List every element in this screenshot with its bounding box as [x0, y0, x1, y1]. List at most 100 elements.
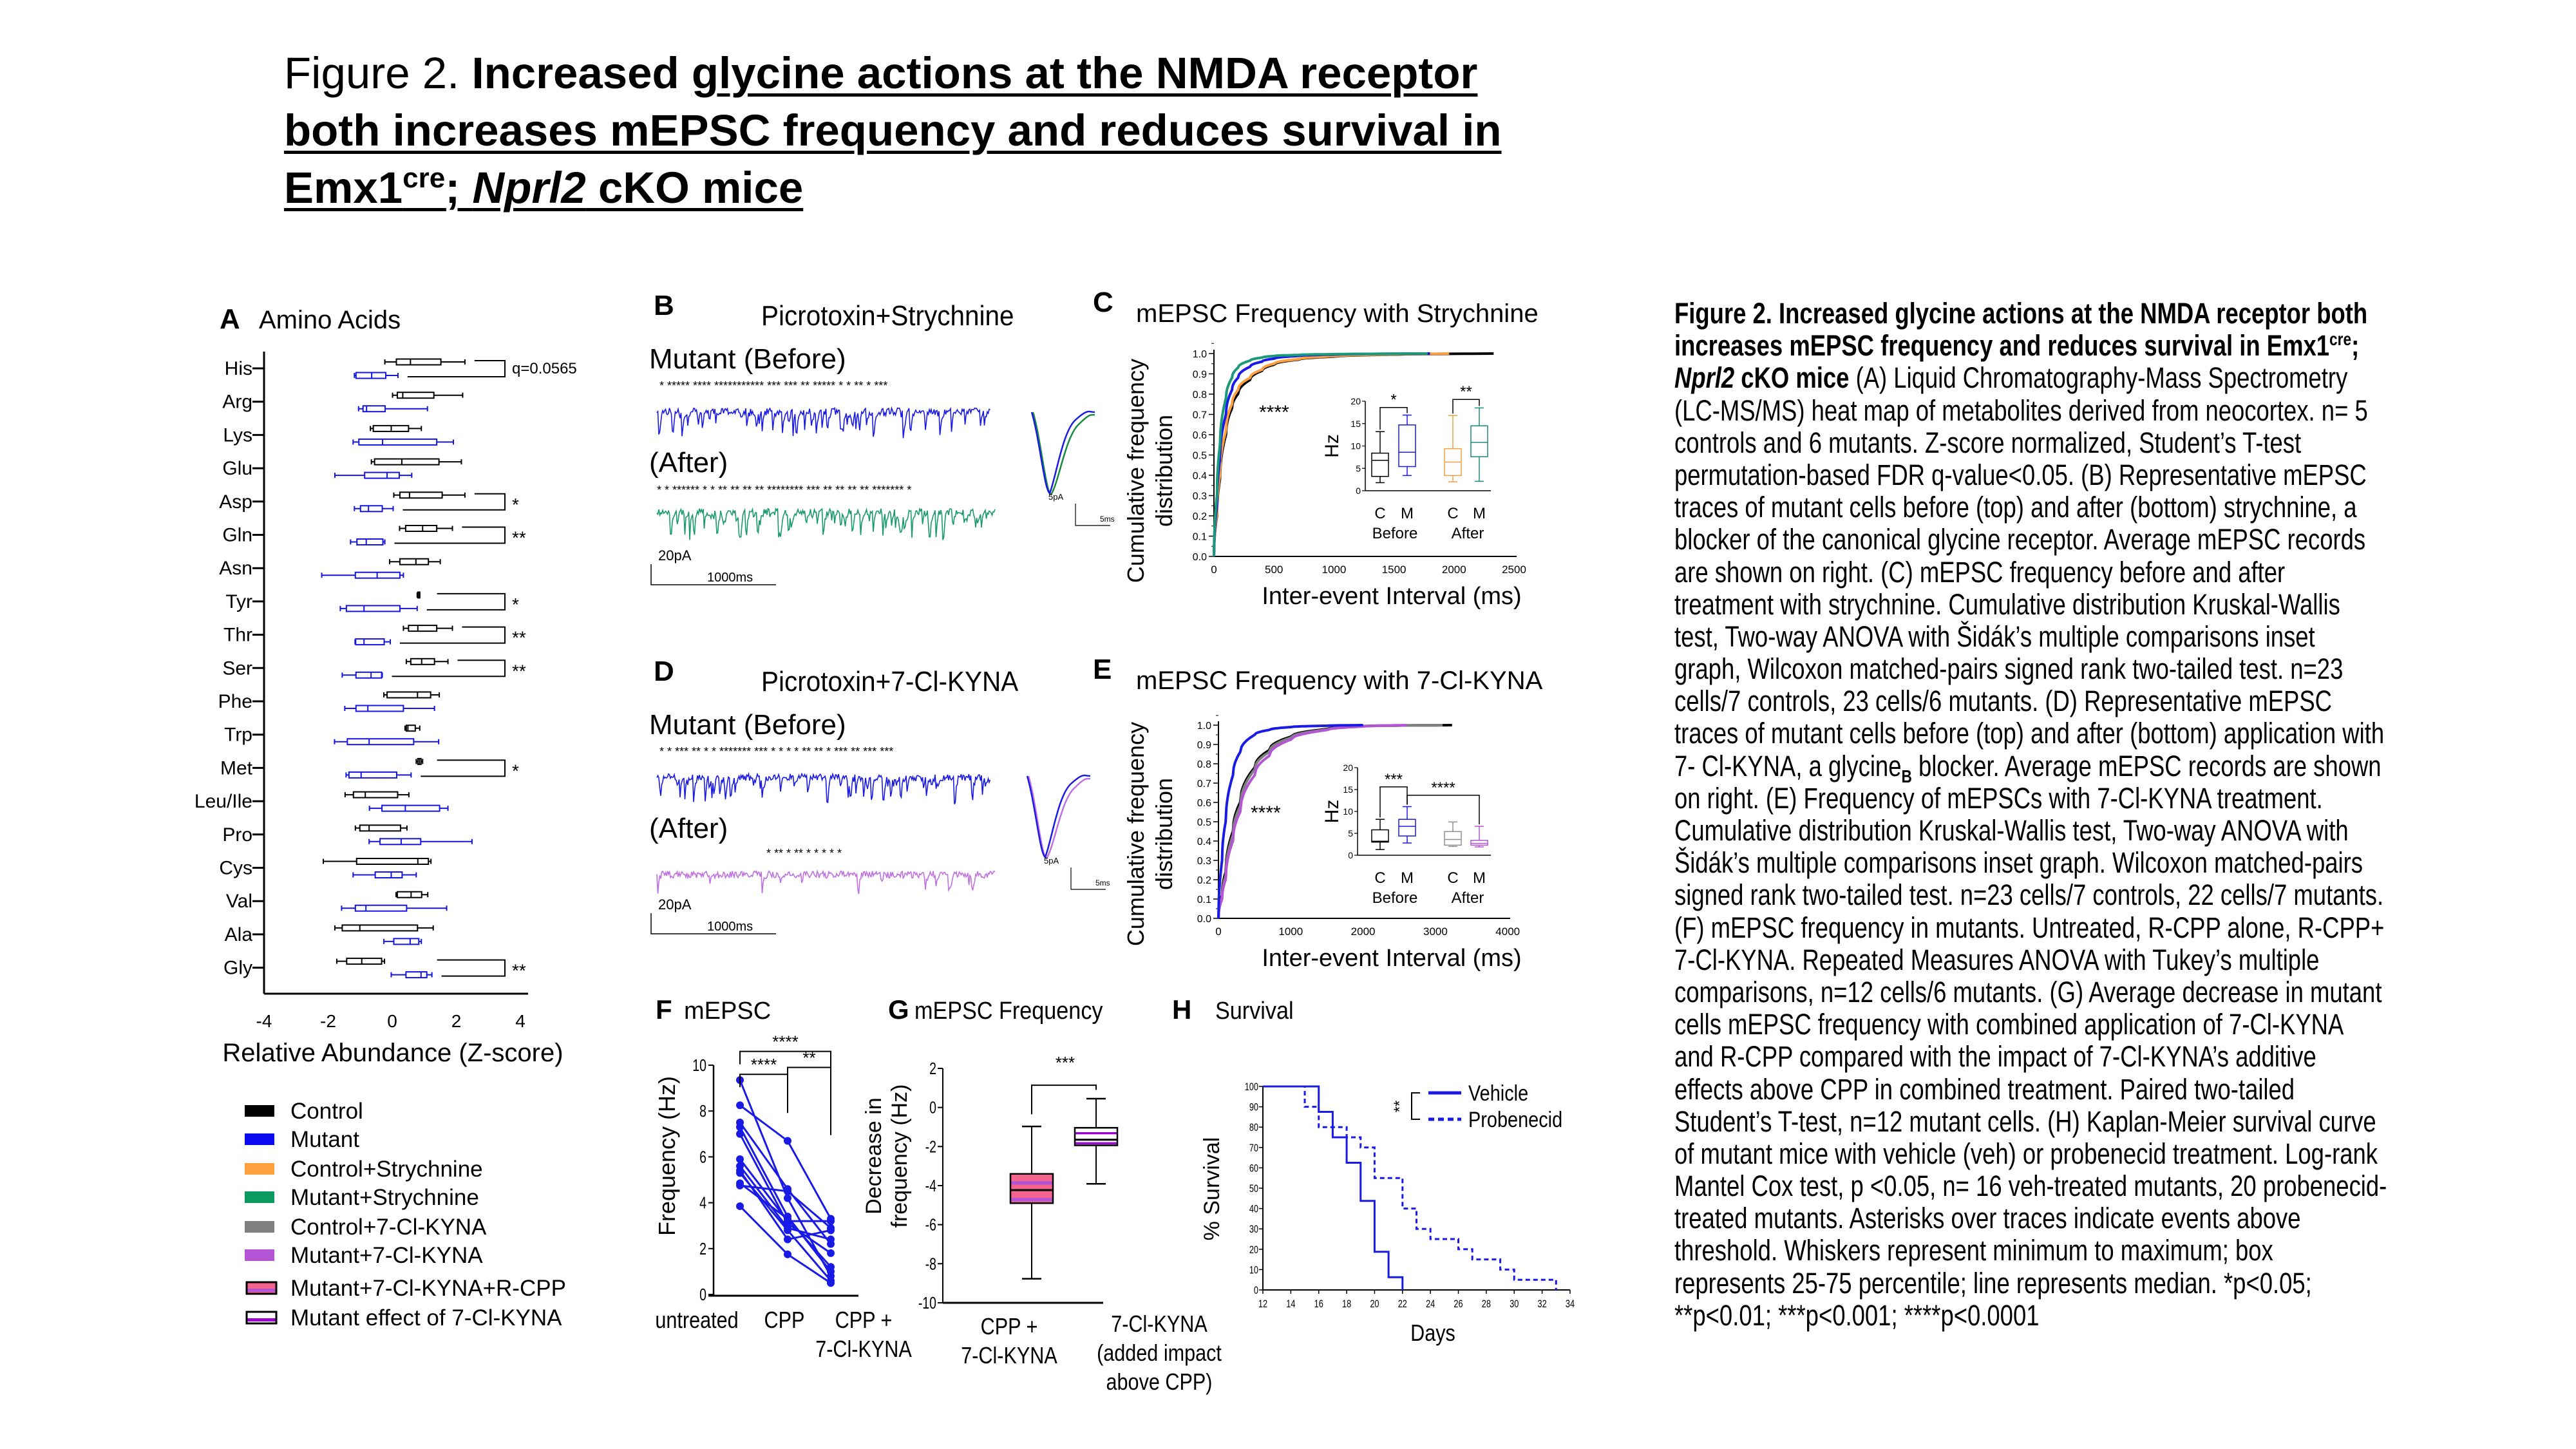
caption-text: traces of mutant cells before (top) and … [1674, 717, 2385, 750]
inset-y-tick-label: 20 [1343, 762, 1353, 773]
significance-label: *** [1056, 1053, 1075, 1072]
inset-bracket [1379, 786, 1408, 818]
significance-bracket [739, 1074, 788, 1113]
significance-label: **** [1251, 802, 1281, 824]
x-tick-label: 4000 [1495, 925, 1520, 938]
x-tick-label: 2500 [1502, 564, 1526, 576]
legend-label: Control+7-Cl-KYNA [290, 1215, 487, 1240]
mutant-box [355, 372, 387, 379]
panel-label-d: D [654, 656, 674, 687]
control-box [399, 558, 430, 565]
scale-bar-time: 1000ms [707, 571, 753, 585]
box-stripe [1010, 1181, 1053, 1185]
data-point [784, 1235, 791, 1244]
significance-label: * [512, 495, 519, 515]
caption-line: effects above CPP in combined treatment.… [1674, 1072, 2405, 1106]
caption-line: Cumulative distribution Kruskal-Wallis t… [1674, 814, 2405, 847]
caption-text: are shown on right. (C) mEPSC frequency … [1674, 555, 2286, 589]
caption-text: Nprl2 [1674, 361, 1735, 395]
trace-before [656, 772, 991, 804]
box-stripe [1075, 1142, 1117, 1144]
inset-y-axis-label: Hz [1321, 434, 1343, 458]
data-point [784, 1187, 791, 1195]
box [1074, 1126, 1119, 1146]
inset-y-tick-label: 5 [1356, 463, 1361, 473]
caption-text: blocker. Average mEPSC records are shown [1911, 749, 2382, 782]
x-tick-label: 14 [1286, 1298, 1295, 1310]
x-tick-label: 4 [515, 1011, 526, 1031]
caption-line: Mantel Cox test, p <0.05, n= 16 veh-trea… [1674, 1170, 2405, 1202]
x-tick-label: 3000 [1423, 925, 1448, 938]
y-tick-label: 0.6 [1193, 430, 1207, 441]
x-category-label: CPP + [835, 1308, 893, 1334]
caption-line: **p<0.01; ***p<0.001; ****p<0.0001 [1674, 1299, 2405, 1332]
y-axis-label: distribution [1151, 778, 1177, 890]
row-label: Ala [225, 924, 253, 945]
data-point [784, 1250, 791, 1258]
mutant-box [355, 705, 404, 712]
caption-text: B [1901, 766, 1912, 786]
caption-line: Nprl2 cKO mice (A) Liquid Chromatography… [1674, 362, 2405, 394]
caption-line: Figure 2. Increased glycine actions at t… [1674, 297, 2405, 330]
inset-significance-label: **** [1431, 779, 1455, 797]
scale-bar-time: 1000ms [707, 920, 753, 934]
caption-line: represents 25-75 percentile; line repres… [1674, 1267, 2405, 1300]
significance-label: ** [1391, 1101, 1408, 1113]
significance-label: ** [512, 961, 526, 981]
inset-category-label: M [1473, 505, 1486, 522]
caption-line: cells/7 controls, 23 cells/6 mutants. (D… [1674, 685, 2405, 717]
caption-text: Cumulative distribution Kruskal-Wallis t… [1674, 814, 2349, 847]
trace-label-after: (After) [649, 813, 728, 844]
x-category-label: above CPP) [1106, 1370, 1213, 1396]
mutant-box [345, 605, 401, 612]
legend-label: Mutant+7-Cl-KYNA+R-CPP [290, 1276, 566, 1301]
y-tick-label: 80 [1249, 1121, 1258, 1133]
caption-line: traces of mutant cells before (top) and … [1674, 717, 2405, 750]
x-category-label: 7-Cl-KYNA [961, 1343, 1057, 1369]
legend-swatch-stripe [247, 1318, 276, 1321]
y-tick-label: 1.0 [1197, 721, 1211, 732]
y-tick-label: 0.4 [1193, 471, 1207, 482]
legend-label: Mutant effect of 7-Cl-KYNA [290, 1305, 562, 1331]
caption-text: comparisons, n=12 cells/6 mutants. (G) A… [1674, 975, 2382, 1009]
caption-text: graph, Wilcoxon matched-pairs signed ran… [1674, 652, 2344, 686]
data-point [784, 1194, 791, 1202]
significance-label: ** [512, 528, 526, 548]
legend-label: Control+Strychnine [290, 1157, 483, 1182]
y-tick-label: 0.7 [1197, 779, 1211, 790]
caption-line: cells mEPSC frequency with combined appl… [1674, 1009, 2405, 1041]
caption-line: blocker of the canonical glycine recepto… [1674, 524, 2405, 556]
y-tick-label: -10 [918, 1293, 936, 1312]
y-tick-label: 90 [1249, 1101, 1258, 1113]
caption-line: traces of mutant cells before (top) and … [1674, 491, 2405, 524]
mutant-box [355, 638, 385, 646]
inset-y-tick-label: 20 [1350, 396, 1361, 406]
caption-text: (A) Liquid Chromatography-Mass Spectrome… [1849, 361, 2348, 395]
x-tick-label: 1000 [1321, 564, 1346, 576]
inset-y-tick-label: 5 [1348, 828, 1353, 838]
significance-label: ** [802, 1048, 815, 1068]
control-box [405, 724, 416, 732]
x-tick-label: 34 [1566, 1298, 1575, 1310]
average-mepsc-after [1027, 775, 1091, 860]
data-point [736, 1130, 744, 1138]
legend-swatch [245, 1281, 278, 1295]
x-tick-label: 24 [1426, 1298, 1435, 1310]
x-axis-label: Inter-event Interval (ms) [1262, 945, 1521, 972]
average-mepsc-before [1026, 774, 1091, 858]
y-tick-label: 0.6 [1197, 798, 1211, 809]
caption-text: cKO mice [1734, 361, 1850, 395]
caption-text: Student’s T-test, n=12 mutant cells. (H)… [1674, 1104, 2376, 1138]
caption-line: comparisons, n=12 cells/6 mutants. (G) A… [1674, 976, 2405, 1009]
average-scale-bar [1075, 504, 1110, 526]
x-category-label: (added impact [1097, 1341, 1222, 1367]
title-suffix: cKO mice [585, 163, 804, 213]
caption-text: effects above CPP in combined treatment.… [1674, 1072, 2295, 1106]
event-markers-after: * ** * ** * * * * * [766, 847, 842, 860]
x-tick-label: 2 [451, 1011, 462, 1031]
x-tick-label: 500 [1265, 564, 1283, 576]
significance-label: ** [512, 628, 526, 648]
significance-bracket [402, 493, 506, 511]
y-tick-label: 20 [1249, 1244, 1258, 1256]
